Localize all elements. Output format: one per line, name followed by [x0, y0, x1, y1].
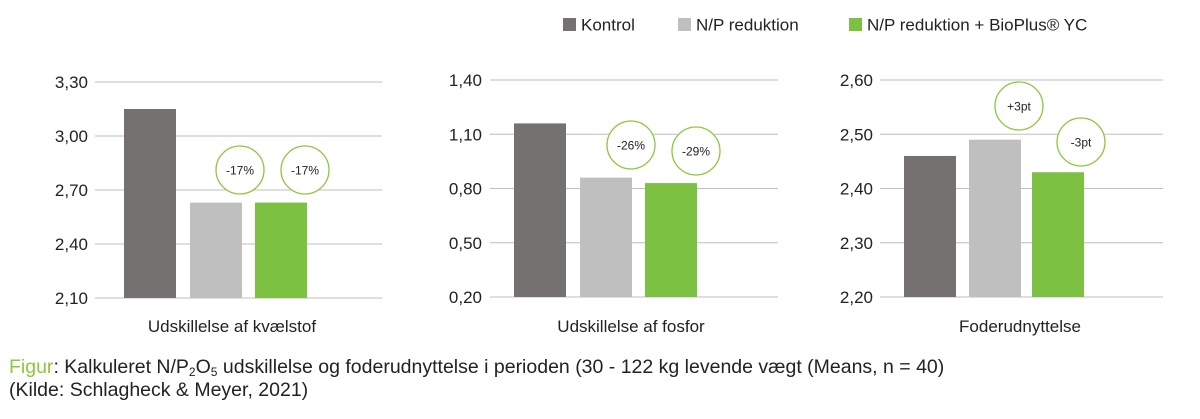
x-axis-label: Udskillelse af fosfor: [557, 317, 705, 336]
badge-label: -3pt: [1071, 136, 1092, 150]
change-badge: +3pt: [994, 81, 1044, 131]
y-tick-label: 3,30: [55, 73, 88, 92]
x-axis-label: Udskillelse af kvælstof: [148, 317, 316, 336]
caption-line-2: (Kilde: Schlagheck & Meyer, 2021): [9, 379, 309, 401]
legend-label-3: N/P reduktion + BioPlus® YC: [867, 16, 1087, 35]
bar-n-p-reduktion-bioplus-yc: [255, 202, 307, 298]
legend-swatch-1: [563, 18, 576, 31]
legend-label-2: N/P reduktion: [696, 16, 799, 35]
figure-caption: Figur: Kalkuleret N/P2O5 udskillelse og …: [9, 356, 944, 402]
chart-area: Kontrol N/P reduktion N/P reduktion + BioP…: [55, 16, 1163, 336]
y-tick-label: 2,40: [840, 180, 873, 199]
caption-figure-label: Figur: [9, 356, 54, 378]
legend-item-1: Kontrol: [563, 16, 635, 35]
bar-kontrol: [514, 123, 566, 298]
y-tick-label: 2,70: [55, 181, 88, 200]
caption-text-b: O: [195, 356, 211, 378]
change-badge: -17%: [280, 145, 330, 195]
y-tick-label: 2,10: [55, 289, 88, 308]
bar-n-p-reduktion: [969, 139, 1021, 297]
chart-panel-1: 3,30 3,00 2,70 2,40 2,10 -17% -17% Udskillelse …: [55, 73, 382, 336]
badge-circle: [215, 145, 265, 195]
change-badge: -29%: [671, 126, 721, 176]
caption-text-c: udskillelse og foderudnyttelse i periode…: [217, 356, 945, 378]
badge-label: -17%: [291, 164, 319, 178]
legend-swatch-2: [678, 18, 691, 31]
bar-kontrol: [124, 109, 176, 298]
badge-label: -29%: [682, 145, 710, 159]
y-tick-label: 0,50: [449, 234, 482, 253]
bar-n-p-reduktion-bioplus-yc: [645, 183, 697, 297]
legend-item-2: N/P reduktion: [678, 16, 799, 35]
caption-text-a: : Kalkuleret N/P: [53, 356, 189, 378]
bar-n-p-reduktion: [580, 177, 632, 297]
y-tick-label: 2,40: [55, 235, 88, 254]
change-badge: -3pt: [1056, 117, 1106, 167]
badge-label: -17%: [226, 164, 254, 178]
change-badge: -26%: [606, 120, 656, 170]
bar-kontrol: [904, 155, 956, 297]
y-tick-label: 2,60: [840, 71, 873, 90]
badge-circle: [994, 81, 1044, 131]
y-tick-label: 3,00: [55, 127, 88, 146]
caption-sub-2: 2: [188, 365, 196, 379]
legend-item-3: N/P reduktion + BioPlus® YC: [849, 16, 1087, 35]
caption-sub-5: 5: [210, 365, 218, 379]
y-tick-label: 2,30: [840, 234, 873, 253]
y-tick-label: 0,80: [449, 180, 482, 199]
badge-circle: [1056, 117, 1106, 167]
y-tick-label: 1,40: [449, 71, 482, 90]
badge-circle: [671, 126, 721, 176]
change-badge: -17%: [215, 145, 265, 195]
caption-line-1: Figur: Kalkuleret N/P2O5 udskillelse og …: [9, 356, 944, 379]
badge-label: +3pt: [1007, 100, 1031, 114]
legend-label-1: Kontrol: [581, 16, 635, 35]
badge-circle: [606, 120, 656, 170]
bar-n-p-reduktion: [190, 202, 242, 298]
chart-panel-3: 2,60 2,50 2,40 2,30 2,20 +3pt -3pt Foderudnytte…: [840, 71, 1163, 336]
y-tick-label: 1,10: [449, 125, 482, 144]
badge-label: -26%: [617, 139, 645, 153]
legend-swatch-3: [849, 18, 862, 31]
y-tick-label: 2,50: [840, 125, 873, 144]
y-tick-label: 2,20: [840, 288, 873, 307]
y-tick-label: 0,20: [449, 288, 482, 307]
badge-circle: [280, 145, 330, 195]
x-axis-label: Foderudnyttelse: [959, 317, 1081, 336]
bar-n-p-reduktion-bioplus-yc: [1032, 172, 1084, 297]
chart-panel-2: 1,40 1,10 0,80 0,50 0,20 -26% -29% Udskillelse …: [449, 71, 778, 336]
